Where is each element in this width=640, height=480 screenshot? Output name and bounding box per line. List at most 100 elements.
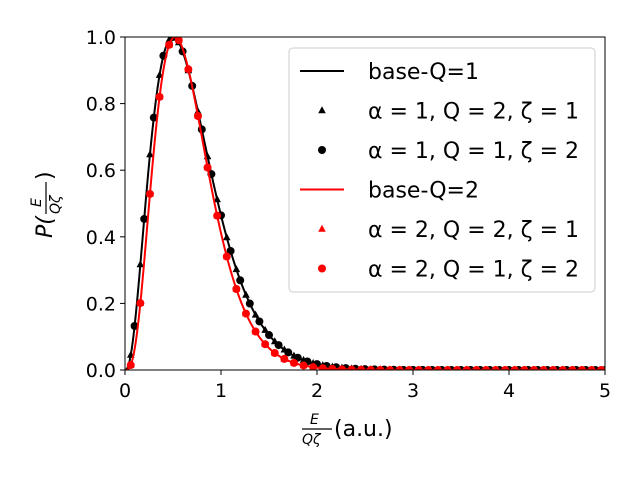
triangle-marker <box>261 325 269 333</box>
circle-marker <box>193 111 202 120</box>
circle-marker <box>510 366 519 370</box>
circle-marker <box>145 189 154 198</box>
legend-triangle-handle <box>318 224 326 232</box>
circle-marker <box>376 365 385 370</box>
svg-text:Qζ: Qζ <box>48 194 64 214</box>
circle-marker <box>226 246 235 255</box>
circle-marker <box>203 163 212 172</box>
plot-frame <box>124 36 606 371</box>
series-group <box>125 37 605 370</box>
legend-label: α = 1, Q = 1, ζ = 2 <box>368 139 579 164</box>
x-tick-label: 0 <box>119 380 131 402</box>
circle-marker <box>174 37 183 45</box>
y-tick-label: 0.0 <box>86 360 116 382</box>
circle-marker <box>270 348 279 357</box>
circle-marker <box>385 365 394 370</box>
x-axis-label: E Qζ (a.u.) <box>302 412 393 448</box>
circle-marker <box>289 358 298 367</box>
circle-marker <box>241 309 250 318</box>
circle-marker <box>443 365 452 370</box>
x-tick-label: 1 <box>215 380 227 402</box>
circle-marker <box>130 321 139 330</box>
circle-marker <box>184 65 193 74</box>
circle-marker <box>587 366 596 370</box>
svg-text:P(: P( <box>33 215 58 238</box>
circle-marker <box>280 354 289 363</box>
circle-marker <box>337 365 346 370</box>
circle-marker <box>251 327 260 336</box>
circle-marker <box>558 366 567 370</box>
circle-marker <box>309 363 318 370</box>
circle-marker <box>549 366 558 370</box>
circle-marker <box>149 113 158 122</box>
svg-text:E: E <box>29 198 45 207</box>
triangle-marker <box>213 195 221 203</box>
circle-marker <box>245 299 254 308</box>
circle-marker <box>274 341 283 350</box>
circle-marker <box>136 299 145 308</box>
circle-marker <box>395 365 404 370</box>
circle-marker <box>424 365 433 370</box>
circle-marker <box>328 364 337 370</box>
circle-marker <box>284 348 293 357</box>
x-tick-label: 3 <box>407 380 419 402</box>
circle-marker <box>405 365 414 370</box>
legend-circle-handle <box>318 146 326 154</box>
plot-area <box>125 37 605 370</box>
y-tick-label: 1.0 <box>86 27 116 49</box>
circle-marker <box>453 365 462 370</box>
legend-label: α = 2, Q = 1, ζ = 2 <box>368 258 579 283</box>
circle-marker <box>462 366 471 370</box>
circle-marker <box>472 366 481 370</box>
x-tick-label: 2 <box>311 380 323 402</box>
circle-marker <box>222 252 231 261</box>
circle-marker <box>520 366 529 370</box>
circle-marker <box>236 276 245 285</box>
y-tick-label: 0.6 <box>86 160 116 182</box>
triangle-marker <box>232 265 241 273</box>
legend-label: α = 2, Q = 2, ζ = 1 <box>368 218 579 243</box>
legend-triangle-handle <box>318 106 326 114</box>
circle-marker <box>357 365 366 370</box>
circle-marker <box>568 366 577 370</box>
y-tick-label: 0.8 <box>86 94 116 116</box>
circle-marker <box>318 364 327 370</box>
circle-marker <box>261 340 270 349</box>
svg-text:E: E <box>310 412 319 428</box>
circle-marker <box>529 366 538 370</box>
circle-marker <box>213 211 222 220</box>
circle-marker <box>126 361 135 370</box>
circle-marker <box>597 366 605 370</box>
triangle-marker <box>146 150 154 158</box>
legend-box <box>288 47 596 293</box>
circle-marker <box>491 366 500 370</box>
circle-marker <box>577 366 586 370</box>
circle-marker <box>347 365 356 370</box>
circle-marker <box>366 365 375 370</box>
circle-marker <box>433 365 442 370</box>
circle-marker <box>155 92 164 101</box>
legend-label: base-Q=2 <box>368 179 479 204</box>
circle-marker <box>481 366 490 370</box>
circle-marker <box>501 366 510 370</box>
circle-marker <box>140 214 149 223</box>
y-tick-label: 0.2 <box>86 293 116 315</box>
svg-text:Qζ: Qζ <box>302 432 322 448</box>
circle-marker <box>232 285 241 294</box>
triangle-marker <box>251 310 260 318</box>
triangle-marker <box>136 260 145 268</box>
svg-text:): ) <box>33 171 58 180</box>
circle-marker <box>414 365 423 370</box>
triangle-marker <box>242 290 250 298</box>
legend: base-Q=1 α = 1, Q = 2, ζ = 1 α = 1, Q = 1,… <box>288 47 596 293</box>
svg-text:(a.u.): (a.u.) <box>334 417 393 442</box>
circle-marker <box>539 366 548 370</box>
triangle-marker <box>222 233 231 241</box>
legend-label: base-Q=1 <box>368 60 479 85</box>
y-tick-label: 0.4 <box>86 227 116 249</box>
axes: 0 1 2 3 4 5 0.0 0.2 0.4 0.6 0.8 1.0 <box>86 27 611 402</box>
y-axis-label: P( E Qζ ) <box>29 171 64 238</box>
legend-label: α = 1, Q = 2, ζ = 1 <box>368 100 579 125</box>
circle-marker <box>165 40 174 49</box>
